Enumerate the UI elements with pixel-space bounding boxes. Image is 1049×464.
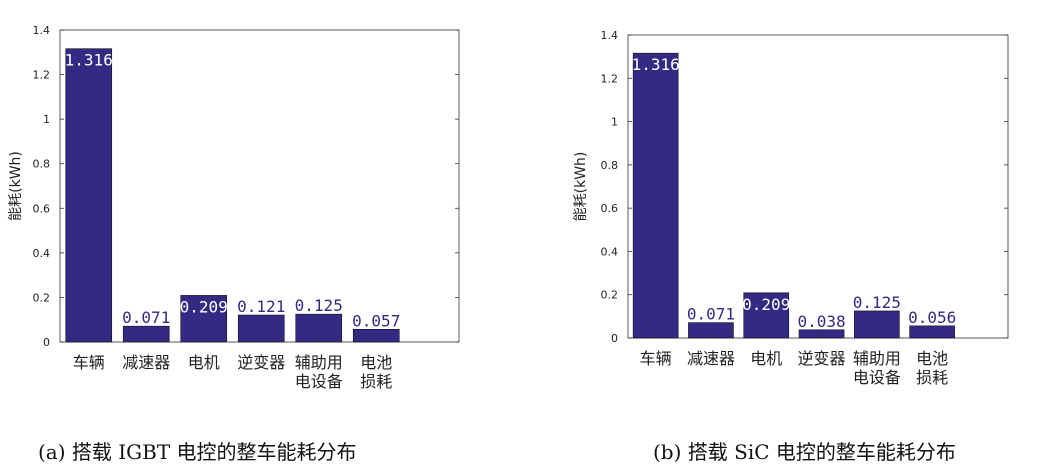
bar	[632, 52, 679, 339]
y-tick-label: 1.4	[33, 24, 51, 37]
y-tick-label: 0.8	[601, 159, 619, 172]
y-axis-label: 能耗(kWh)	[573, 152, 589, 222]
x-category-label: 辅助用	[853, 349, 901, 368]
y-tick-label: 0	[43, 336, 50, 349]
y-tick-label: 1	[43, 113, 50, 126]
x-category-label: 车辆	[73, 353, 105, 372]
y-tick-label: 1	[611, 116, 618, 129]
plot-frame	[59, 29, 460, 343]
bar	[854, 310, 900, 339]
y-tick-label: 0.2	[33, 291, 51, 304]
x-category-label: 损耗	[916, 368, 948, 387]
data-label: 1.316	[65, 51, 113, 70]
caption-b: (b) 搭载 SiC 电控的整车能耗分布	[653, 440, 956, 464]
bar	[237, 314, 285, 343]
x-category-label: 减速器	[122, 353, 170, 372]
y-tick-label: 0.4	[601, 245, 619, 258]
y-tick-label: 0	[611, 332, 618, 345]
x-category-label: 减速器	[687, 349, 735, 368]
caption-a: (a) 搭载 IGBT 电控的整车能耗分布	[38, 440, 357, 464]
data-label: 0.209	[742, 295, 790, 314]
bar	[743, 292, 790, 339]
bar	[295, 313, 343, 343]
x-category-label: 电机	[750, 349, 782, 368]
y-tick-label: 0.8	[33, 158, 51, 171]
data-label: 0.121	[237, 297, 285, 316]
data-label: 0.125	[295, 296, 343, 315]
chart-b-sic: 0 0.2 0.4 0.6 0.8 1 1.2 1.4 能耗(kWh) 1.316 车辆 0.071 减…	[573, 29, 1009, 387]
y-tick-label: 1.4	[601, 29, 619, 42]
x-category-label: 电池	[916, 349, 948, 368]
x-category-label: 电设备	[295, 372, 343, 391]
y-tick-label: 0.4	[33, 247, 51, 260]
y-axis-label: 能耗(kWh)	[8, 151, 24, 221]
plot-frame	[627, 34, 1009, 339]
y-tick-label: 0.2	[601, 289, 619, 302]
data-label: 0.209	[180, 297, 228, 316]
chart-a-igbt: 0 0.2 0.4 0.6 0.8 1 1.2 1.4 能耗(kWh) 1.316 车辆 0.071 减…	[8, 24, 460, 391]
x-category-label: 损耗	[360, 372, 392, 391]
y-tick-label: 1.2	[601, 72, 619, 85]
data-label: 0.071	[122, 308, 170, 327]
x-category-label: 逆变器	[237, 353, 285, 372]
x-category-label: 辅助用	[295, 353, 343, 372]
bar	[180, 295, 228, 343]
y-tick-label: 0.6	[601, 202, 619, 215]
data-label: 0.038	[797, 312, 845, 331]
x-category-label: 电池	[360, 353, 392, 372]
data-label: 1.316	[632, 55, 680, 74]
y-tick-label: 1.2	[33, 69, 51, 82]
x-category-label: 逆变器	[798, 349, 846, 368]
data-label: 0.057	[352, 311, 400, 330]
data-label: 0.071	[687, 305, 735, 324]
data-label: 0.056	[908, 308, 956, 327]
x-category-label: 电设备	[853, 368, 901, 387]
data-label: 0.125	[853, 293, 901, 312]
y-tick-label: 0.6	[33, 202, 51, 215]
x-category-label: 电机	[188, 353, 220, 372]
x-category-label: 车辆	[640, 349, 672, 368]
bar	[65, 48, 113, 343]
